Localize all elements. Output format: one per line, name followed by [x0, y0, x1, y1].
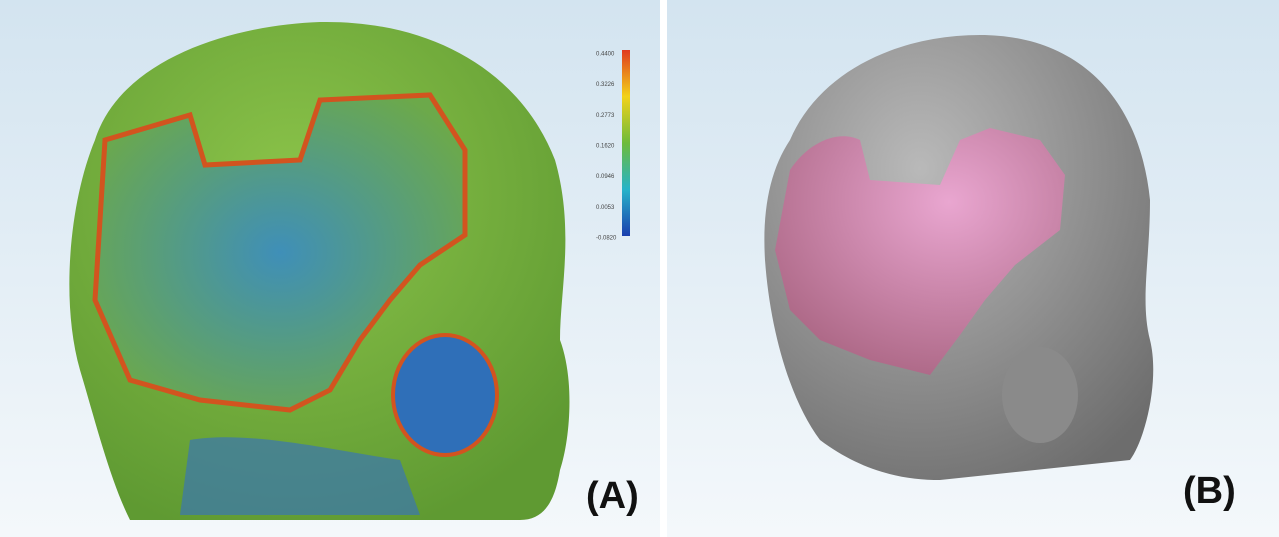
colorbar-label: 0.4400	[596, 52, 615, 58]
panel-label: (B)	[1183, 470, 1236, 512]
colorbar	[622, 50, 630, 236]
colorbar-label: 0.1620	[596, 144, 615, 150]
skull-a	[69, 22, 569, 520]
colorbar-label: -0.0820	[596, 236, 617, 242]
figure: 0.4400 0.3226 0.2773 0.1620 0.0946 0.0053 -0.0…	[0, 0, 1279, 537]
skull-b	[764, 35, 1153, 480]
colorbar-label: 0.3226	[596, 82, 615, 88]
colorbar-label: 0.2773	[596, 113, 615, 119]
panel-label: (A)	[586, 475, 639, 517]
colorbar-label: 0.0946	[596, 174, 615, 180]
colorbar-label: 0.0053	[596, 205, 615, 211]
divider	[660, 0, 667, 537]
